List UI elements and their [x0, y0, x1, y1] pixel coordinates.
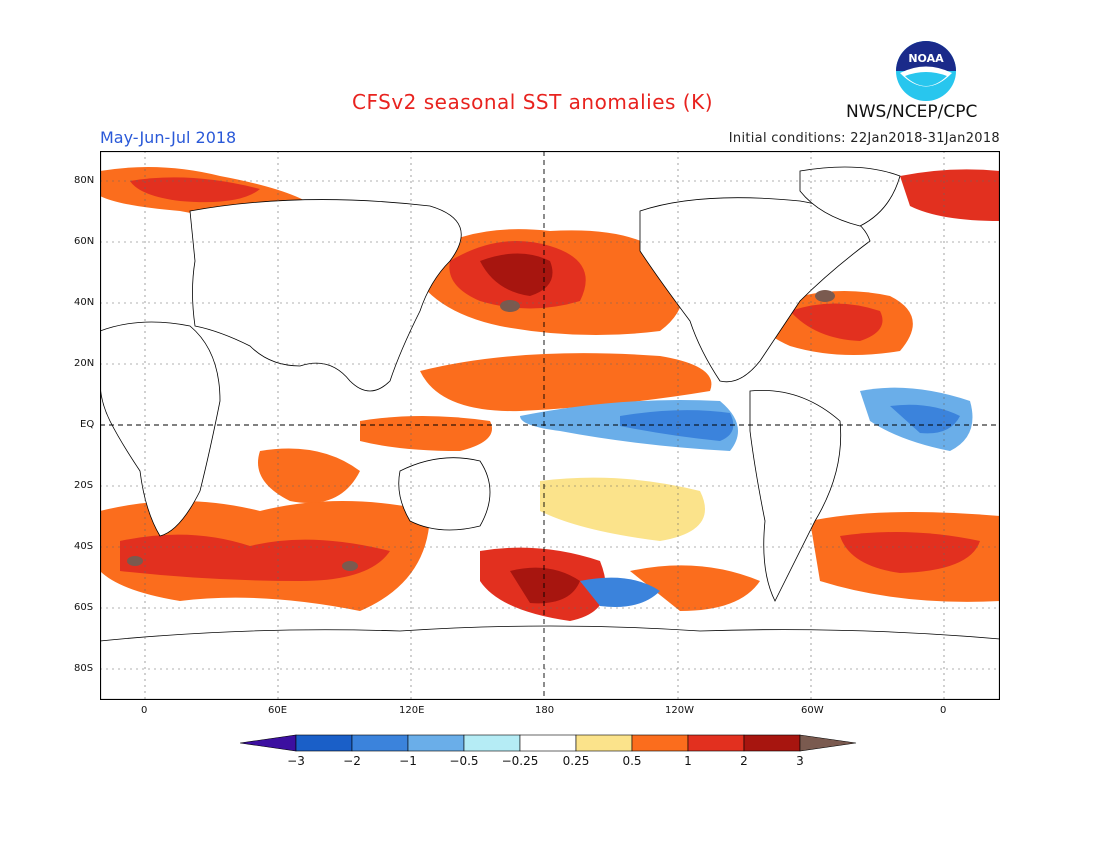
lon-label: 0 [141, 705, 148, 716]
south-america [749, 390, 842, 602]
antarctica [100, 625, 1000, 700]
chart-title: CFSv2 seasonal SST anomalies (K) [352, 90, 713, 114]
agency-label: NWS/NCEP/CPC [846, 102, 978, 122]
lat-label: 60S [74, 602, 94, 613]
colorbar-swatch [519, 734, 577, 752]
africa [100, 321, 221, 537]
continents [100, 166, 1000, 700]
colorbar-swatch [463, 734, 521, 752]
colorbar-swatch [743, 734, 801, 752]
lat-label: 20S [74, 480, 94, 491]
colorbar-label: 2 [740, 754, 748, 768]
lat-label: 20N [74, 358, 95, 369]
colorbar-swatch [407, 734, 465, 752]
colorbar-label: −0.25 [502, 754, 539, 768]
grid-lines [100, 151, 1000, 700]
colorbar-label: 1 [684, 754, 692, 768]
greenland [799, 166, 901, 227]
colorbar-swatch [351, 734, 409, 752]
lon-label: 120W [665, 705, 694, 716]
north-america [639, 197, 871, 383]
lat-label: EQ [80, 419, 95, 430]
sst-anomaly-map [100, 151, 1000, 700]
lon-label: 0 [940, 705, 947, 716]
colorbar-label: −1 [399, 754, 417, 768]
colorbar-label: −3 [287, 754, 305, 768]
colorbar-label: 0.25 [563, 754, 590, 768]
noaa-logo-text: NOAA [908, 52, 944, 65]
colorbar: −3 −2 −1 −0.5 −0.25 0.25 0.5 1 2 3 [240, 734, 857, 768]
colorbar-swatch [240, 734, 297, 752]
colorbar-swatch [575, 734, 633, 752]
lat-label: 60N [74, 236, 95, 247]
lat-label: 80N [74, 175, 95, 186]
colorbar-label: 0.5 [622, 754, 641, 768]
sst-anomaly-field [100, 167, 1000, 621]
lon-label: 120E [399, 705, 425, 716]
colorbar-swatch [295, 734, 353, 752]
colorbar-label: −2 [343, 754, 361, 768]
lon-label: 60W [801, 705, 824, 716]
noaa-logo: NOAA [896, 41, 956, 101]
lon-label: 180 [535, 705, 555, 716]
lat-label: 40S [74, 541, 94, 552]
colorbar-label: 3 [796, 754, 804, 768]
colorbar-swatch [687, 734, 745, 752]
lat-label: 40N [74, 297, 95, 308]
lon-label: 60E [268, 705, 288, 716]
initial-conditions-label: Initial conditions: 22Jan2018-31Jan2018 [728, 131, 1000, 146]
season-label: May-Jun-Jul 2018 [100, 128, 237, 147]
australia [398, 457, 491, 531]
colorbar-label: −0.5 [449, 754, 478, 768]
eurasia [189, 199, 462, 392]
colorbar-swatch [799, 734, 857, 752]
lat-label: 80S [74, 663, 94, 674]
colorbar-swatch [631, 734, 689, 752]
